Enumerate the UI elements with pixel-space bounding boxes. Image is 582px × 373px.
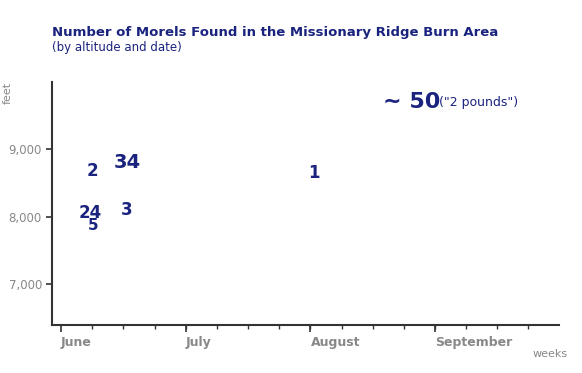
Text: 3: 3 (122, 201, 133, 219)
Text: ("2 pounds"): ("2 pounds") (435, 96, 518, 109)
Text: feet: feet (2, 82, 13, 104)
Text: 24: 24 (78, 204, 101, 222)
Text: Number of Morels Found in the Missionary Ridge Burn Area: Number of Morels Found in the Missionary… (52, 26, 499, 39)
Text: 5: 5 (87, 218, 98, 233)
Text: (by altitude and date): (by altitude and date) (52, 41, 182, 54)
Text: 2: 2 (87, 162, 98, 180)
Text: 1: 1 (308, 164, 320, 182)
Text: ~ 50: ~ 50 (383, 92, 441, 112)
Text: weeks: weeks (533, 349, 567, 359)
Text: 34: 34 (113, 153, 141, 172)
